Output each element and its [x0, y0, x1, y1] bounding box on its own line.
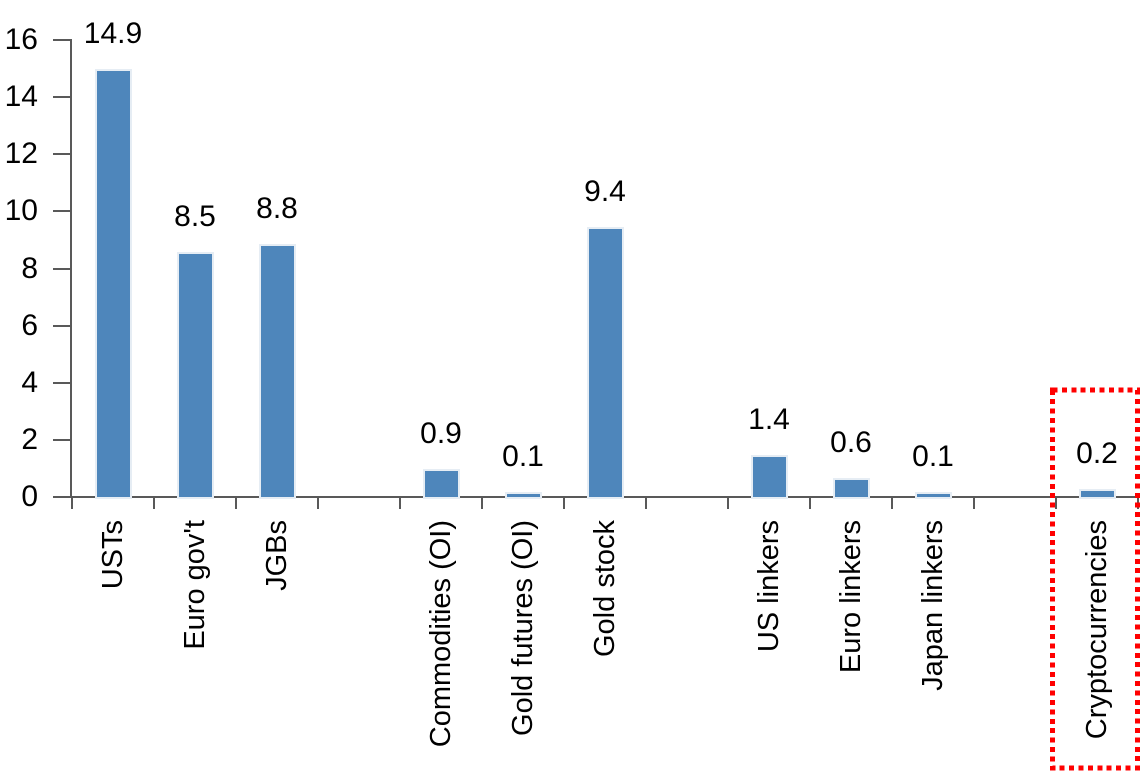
x-axis — [70, 496, 1140, 498]
y-tick-label: 4 — [21, 366, 38, 399]
y-tick-label: 2 — [21, 423, 38, 456]
bar-value-label: 0.1 — [912, 440, 954, 473]
x-tick — [727, 497, 729, 509]
x-tick — [153, 497, 155, 509]
x-tick — [1055, 497, 1057, 509]
y-tick-label: 8 — [21, 252, 38, 285]
y-tick — [53, 210, 72, 212]
bar — [589, 229, 622, 497]
category-label-text: USTs — [97, 520, 129, 590]
bar — [917, 494, 950, 497]
category-label-text: Gold stock — [589, 520, 621, 657]
bar — [97, 71, 130, 497]
category-label-text: Euro gov't — [179, 520, 211, 650]
bar — [835, 480, 868, 497]
bar-value-label: 0.9 — [420, 417, 462, 450]
bar — [753, 457, 786, 497]
y-tick-label: 6 — [21, 309, 38, 342]
category-label-text: Gold futures (OI) — [507, 520, 539, 736]
y-tick-label: 14 — [4, 80, 38, 113]
y-tick-label: 10 — [4, 194, 38, 227]
bar — [179, 254, 212, 497]
y-tick-label: 12 — [4, 137, 38, 170]
x-tick — [973, 497, 975, 509]
bar — [1081, 491, 1114, 497]
bar-value-label: 0.6 — [830, 426, 872, 459]
x-tick — [809, 497, 811, 509]
bar-value-label: 14.9 — [83, 17, 143, 50]
category-label-text: JGBs — [261, 520, 293, 591]
y-tick — [53, 382, 72, 384]
x-tick — [1137, 497, 1139, 509]
x-tick — [317, 497, 319, 509]
y-tick — [53, 39, 72, 41]
bar-value-label: 9.4 — [584, 175, 626, 208]
category-label-text: Euro linkers — [835, 520, 867, 674]
y-tick-label: 16 — [4, 23, 38, 56]
category-label-text: Cryptocurrencies — [1081, 520, 1113, 740]
x-tick — [399, 497, 401, 509]
bar — [507, 494, 540, 497]
category-label-text: Japan linkers — [917, 520, 949, 691]
x-tick — [481, 497, 483, 509]
x-tick — [891, 497, 893, 509]
bar-value-label: 0.2 — [1076, 437, 1118, 470]
bar-value-label: 8.5 — [174, 200, 216, 233]
bar-value-label: 8.8 — [256, 192, 298, 225]
y-tick-label: 0 — [21, 480, 38, 513]
x-tick — [71, 497, 73, 509]
y-tick — [53, 268, 72, 270]
bar — [261, 246, 294, 497]
x-tick — [235, 497, 237, 509]
category-label-text: US linkers — [753, 520, 785, 653]
y-tick — [53, 439, 72, 441]
bar-value-label: 1.4 — [748, 403, 790, 436]
x-tick — [645, 497, 647, 509]
y-tick — [53, 496, 72, 498]
y-tick — [53, 153, 72, 155]
x-tick — [563, 497, 565, 509]
category-label-text: Commodities (OI) — [425, 520, 457, 748]
y-tick — [53, 96, 72, 98]
y-tick — [53, 325, 72, 327]
bar — [425, 471, 458, 497]
bar-value-label: 0.1 — [502, 440, 544, 473]
